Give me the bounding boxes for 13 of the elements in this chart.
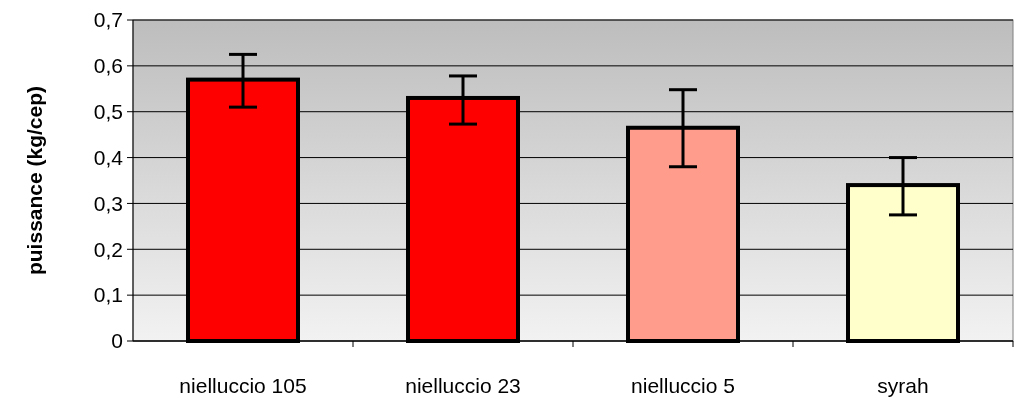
y-tick-label: 0,5 <box>93 100 123 124</box>
y-tick-label: 0,1 <box>93 283 123 307</box>
y-tick-label: 0,7 <box>93 8 123 32</box>
x-tick-label: nielluccio 23 <box>405 374 521 397</box>
y-tick-label: 0 <box>111 329 123 353</box>
y-tick-label: 0,4 <box>93 145 124 169</box>
x-tick-label: nielluccio 105 <box>179 374 307 397</box>
y-axis-title: puissance (kg/cep) <box>23 85 46 276</box>
y-tick-label: 0,6 <box>93 54 123 78</box>
x-tick-label: syrah <box>877 374 929 397</box>
y-tick-label: 0,3 <box>93 191 123 215</box>
x-tick-label: nielluccio 5 <box>631 374 735 397</box>
y-tick-label: 0,2 <box>93 237 123 261</box>
